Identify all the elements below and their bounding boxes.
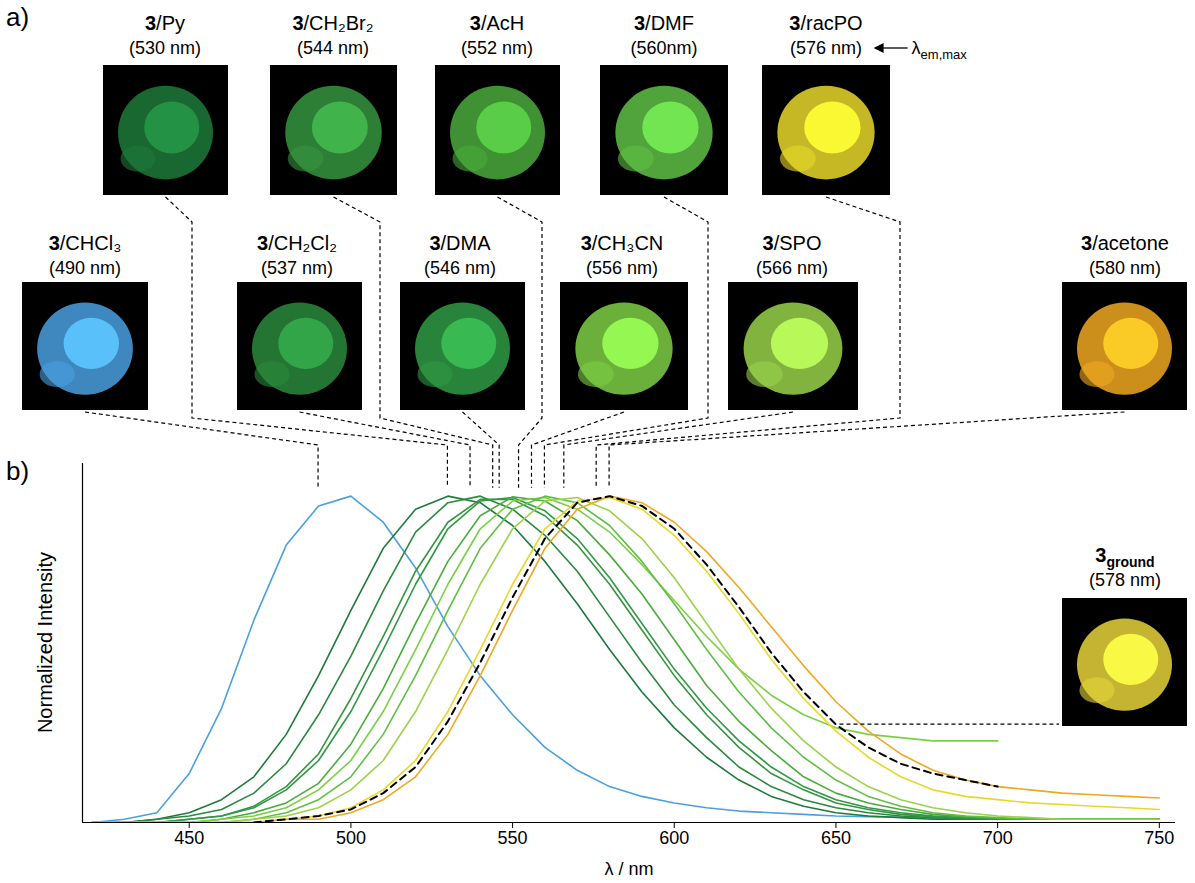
svg-text:(578 nm): (578 nm) — [1089, 570, 1161, 590]
svg-text:λem,max: λem,max — [912, 38, 968, 62]
svg-text:b): b) — [6, 456, 29, 486]
svg-text:(530 nm): (530 nm) — [129, 38, 201, 58]
svg-text:3/CH₃CN: 3/CH₃CN — [581, 232, 664, 254]
svg-text:450: 450 — [174, 828, 204, 848]
svg-text:(546 nm): (546 nm) — [424, 258, 496, 278]
svg-text:(490 nm): (490 nm) — [49, 258, 121, 278]
svg-text:3/CH₂Cl₂: 3/CH₂Cl₂ — [257, 232, 337, 254]
svg-text:λ / nm: λ / nm — [604, 859, 653, 879]
svg-text:750: 750 — [1144, 828, 1174, 848]
svg-text:3ground: 3ground — [1095, 544, 1154, 570]
svg-text:(566 nm): (566 nm) — [756, 258, 828, 278]
svg-text:3/AcH: 3/AcH — [470, 12, 524, 34]
svg-text:3/DMF: 3/DMF — [634, 12, 694, 34]
svg-text:550: 550 — [498, 828, 528, 848]
svg-text:3/SPO: 3/SPO — [763, 232, 822, 254]
svg-text:600: 600 — [659, 828, 689, 848]
svg-text:(576 nm): (576 nm) — [790, 38, 862, 58]
svg-text:3/acetone: 3/acetone — [1081, 232, 1169, 254]
svg-text:a): a) — [6, 2, 29, 32]
svg-text:(552 nm): (552 nm) — [461, 38, 533, 58]
svg-text:(544 nm): (544 nm) — [297, 38, 369, 58]
svg-text:3/Py: 3/Py — [145, 12, 185, 34]
svg-text:650: 650 — [821, 828, 851, 848]
svg-text:3/racPO: 3/racPO — [789, 12, 862, 34]
svg-text:3/CH₂Br₂: 3/CH₂Br₂ — [292, 12, 373, 34]
svg-text:(580 nm): (580 nm) — [1089, 258, 1161, 278]
svg-text:(556 nm): (556 nm) — [586, 258, 658, 278]
svg-text:3/CHCl₃: 3/CHCl₃ — [49, 232, 122, 254]
svg-text:700: 700 — [983, 828, 1013, 848]
svg-text:(537 nm): (537 nm) — [261, 258, 333, 278]
svg-text:500: 500 — [336, 828, 366, 848]
svg-text:(560nm): (560nm) — [630, 38, 697, 58]
svg-text:Normalized Intensity: Normalized Intensity — [34, 552, 56, 733]
svg-text:3/DMA: 3/DMA — [429, 232, 491, 254]
